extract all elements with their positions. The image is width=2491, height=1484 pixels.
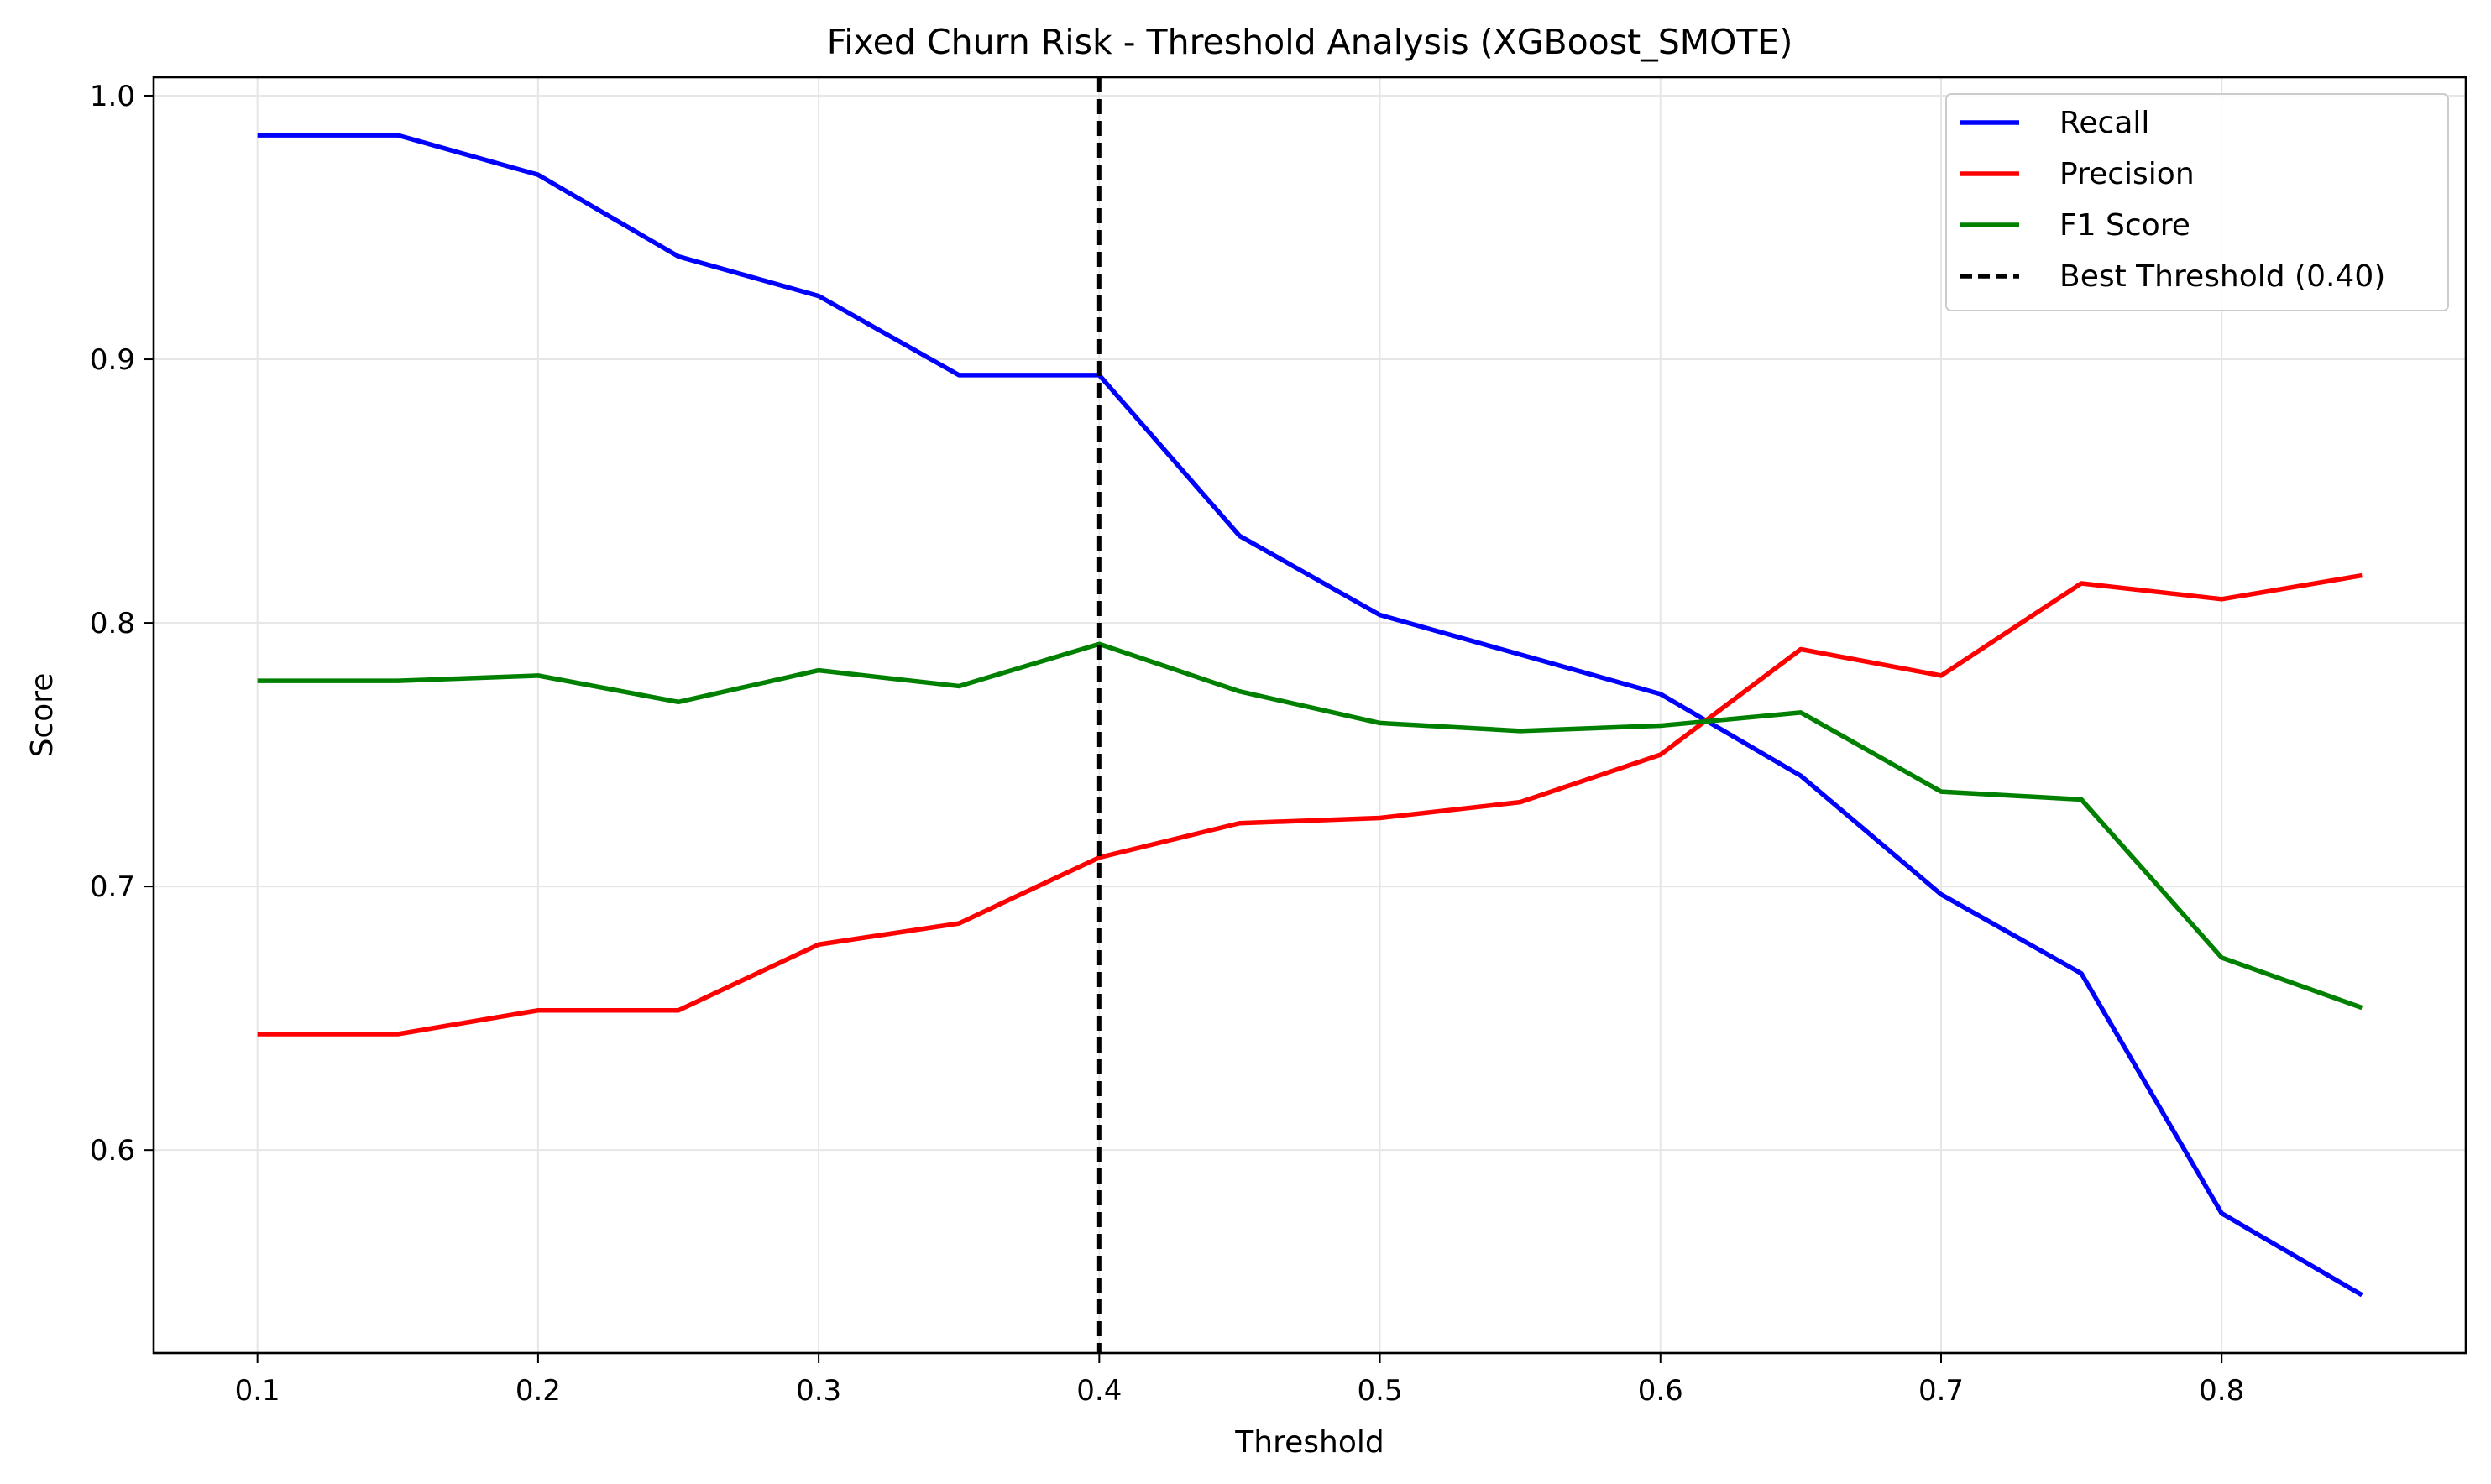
y-axis-ticks: 0.6 0.7 0.8 0.9 1.0 (90, 80, 154, 1168)
series-line-precision (257, 572, 2363, 1037)
x-tick-label-4: 0.5 (1358, 1374, 1403, 1408)
x-tick-label-1: 0.2 (515, 1374, 561, 1408)
series-line-recall (257, 133, 2363, 1298)
x-tick-label-5: 0.6 (1638, 1374, 1683, 1408)
x-tick-label-7: 0.8 (2199, 1374, 2244, 1408)
legend-box (1945, 93, 2449, 311)
plot-frame (152, 76, 2467, 1355)
y-axis-label: Score (25, 673, 60, 758)
y-tick-label-2: 0.8 (90, 607, 135, 640)
y-tick-label-3: 0.9 (90, 343, 135, 377)
legend: Recall Precision F1 Score Best Threshold (0… (1945, 93, 2449, 311)
y-tick-label-1: 0.7 (90, 870, 135, 904)
legend-items: Recall Precision F1 Score Best Threshold (0… (1960, 106, 2385, 294)
x-tick-label-6: 0.7 (1918, 1374, 1964, 1408)
x-axis-ticks: 0.1 0.2 0.3 0.4 0.5 0.6 0.7 0.8 (235, 1353, 2244, 1408)
x-tick-label-2: 0.3 (796, 1374, 841, 1408)
legend-label-precision: Precision (2059, 157, 2195, 191)
chart-title: Fixed Churn Risk - Threshold Analysis (X… (827, 22, 1793, 62)
x-tick-label-0: 0.1 (235, 1374, 280, 1408)
series-line-f1-score (257, 641, 2363, 1011)
y-tick-label-4: 1.0 (90, 80, 135, 113)
series-layer (257, 133, 2363, 1298)
y-tick-label-0: 0.6 (90, 1134, 135, 1168)
legend-label-f1-score: F1 Score (2059, 208, 2190, 243)
x-axis-label: Threshold (1234, 1425, 1384, 1460)
legend-label-best-threshold-0-40: Best Threshold (0.40) (2059, 259, 2385, 294)
legend-label-recall: Recall (2059, 106, 2149, 140)
x-tick-label-3: 0.4 (1076, 1374, 1122, 1408)
